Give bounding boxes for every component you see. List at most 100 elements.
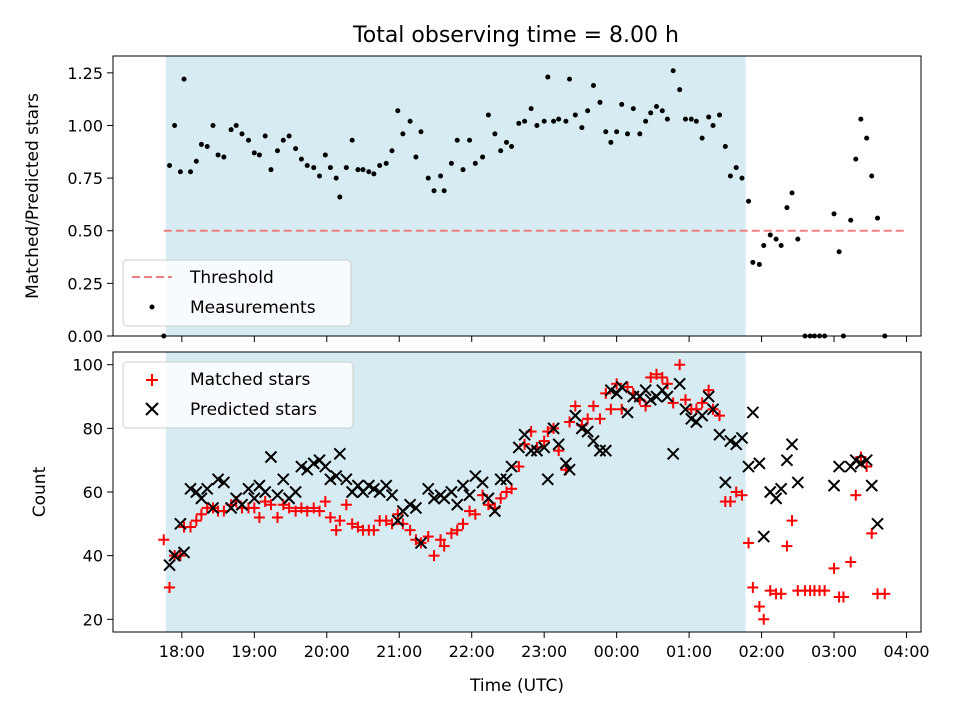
- predicted-stars-point: [235, 498, 249, 511]
- x-tick-label: 20:00: [304, 642, 350, 661]
- measurements-point: [853, 156, 859, 162]
- measurements-point: [653, 104, 659, 110]
- bottom-y-axis-label: Count: [30, 466, 50, 517]
- matched-stars-point: [195, 508, 207, 520]
- matched-stars-point: [605, 403, 617, 415]
- measurements-point: [864, 135, 870, 141]
- measurements-point: [727, 173, 733, 179]
- matched-stars-point: [758, 613, 770, 625]
- predicted-stars-point: [695, 409, 709, 422]
- measurements-point: [528, 106, 534, 112]
- measurements-point: [789, 190, 795, 196]
- measurements-point: [503, 139, 509, 145]
- matched-stars-point: [340, 499, 352, 511]
- measurements-point: [836, 249, 842, 255]
- top-y-tick-label: 0.75: [67, 169, 103, 188]
- measurements-point: [563, 118, 569, 124]
- predicted-stars-point: [333, 447, 347, 461]
- matched-stars-point: [594, 413, 606, 425]
- measurements-point: [831, 211, 837, 217]
- measurements-point: [590, 82, 596, 88]
- matched-stars-point: [764, 585, 776, 597]
- measurements-point: [682, 116, 688, 122]
- predicted-stars-point: [530, 444, 544, 457]
- matched-stars-point: [703, 384, 715, 396]
- measurements-point: [441, 188, 447, 194]
- predicted-stars-point: [488, 504, 502, 518]
- predicted-stars-point: [827, 479, 841, 492]
- predicted-stars-point: [537, 441, 551, 454]
- matched-stars-point: [775, 588, 787, 600]
- predicted-stars-point: [319, 460, 332, 473]
- matched-stars-point: [259, 496, 271, 508]
- predicted-stars-point: [476, 476, 489, 489]
- measurements-point: [875, 215, 881, 221]
- measurements-point: [262, 133, 268, 139]
- matched-stars-point: [190, 515, 202, 527]
- measurements-point: [204, 144, 210, 150]
- predicted-stars-point: [340, 473, 353, 486]
- x-tick-label: 02:00: [739, 642, 785, 661]
- matched-stars-point: [324, 511, 336, 523]
- measurements-point: [551, 118, 557, 124]
- predicted-stars-point: [569, 409, 582, 422]
- measurements-point: [472, 160, 478, 166]
- measurements-point: [630, 106, 636, 112]
- measurements-point: [343, 165, 349, 171]
- x-tick-label: 23:00: [521, 642, 567, 661]
- measurements-point: [664, 116, 670, 122]
- measurements-point: [355, 167, 361, 173]
- matched-stars-point: [661, 378, 673, 390]
- measurements-point: [317, 173, 323, 179]
- predicted-stars-point: [512, 441, 526, 454]
- bottom-y-tick-label: 20: [83, 610, 103, 629]
- x-tick-label: 19:00: [231, 642, 277, 661]
- predicted-stars-point: [785, 438, 799, 451]
- predicted-stars-point: [679, 403, 692, 416]
- bottom-legend: Matched stars Predicted stars: [122, 361, 354, 429]
- bottom-axes-frame: [112, 351, 922, 633]
- measurements-point: [256, 152, 262, 158]
- measurements-point: [327, 165, 333, 171]
- measurements-point: [383, 160, 389, 166]
- matched-stars-point: [674, 359, 686, 371]
- threshold-legend-label: Threshold: [189, 268, 274, 288]
- top-y-tick-label: 0.25: [67, 274, 103, 293]
- predicted-stars-point: [277, 473, 290, 486]
- top-y-ticks: 0.00 0.25 0.50 0.75 1.00 1.25: [67, 64, 113, 346]
- matched-stars-point: [600, 387, 612, 399]
- predicted-stars-point: [174, 517, 187, 531]
- matched-stars-point: [553, 445, 565, 457]
- predicted-stars-point: [593, 444, 607, 457]
- measurements-point: [322, 152, 328, 158]
- matched-stars-point: [428, 550, 440, 562]
- predicted-stars-point: [559, 457, 573, 470]
- predicted-stars-point: [463, 488, 476, 502]
- predicted-stars-point: [329, 469, 343, 483]
- matched-stars-point: [640, 400, 652, 412]
- predicted-stars-point: [289, 485, 302, 499]
- measurements-point: [413, 154, 419, 160]
- measurements-point: [710, 122, 716, 128]
- predicted-stars-point: [702, 390, 715, 403]
- x-tick-label: 03:00: [811, 642, 857, 661]
- predicted-stars-point: [307, 457, 320, 470]
- bottom-plot-layer: [158, 359, 891, 625]
- predicted-stars-point: [871, 517, 884, 531]
- predicted-stars-point: [505, 460, 518, 473]
- matched-stars-point: [753, 601, 765, 613]
- measurements-point: [233, 122, 239, 128]
- matched-stars-point: [368, 524, 380, 536]
- matched-stars-point: [397, 518, 409, 530]
- predicted-stars-point: [224, 501, 238, 515]
- predicted-stars-point: [746, 406, 760, 419]
- bottom-y-tick-label: 40: [83, 547, 103, 566]
- predicted-stars-point: [547, 422, 560, 435]
- predicted-stars-point: [724, 434, 737, 448]
- predicted-stars-point: [832, 460, 846, 473]
- matched-stars-point: [582, 413, 594, 425]
- predicted-stars-point: [200, 482, 214, 496]
- bottom-y-tick-label: 100: [72, 356, 103, 375]
- predicted-stars-point: [604, 383, 618, 397]
- matched-stars-point: [404, 524, 416, 536]
